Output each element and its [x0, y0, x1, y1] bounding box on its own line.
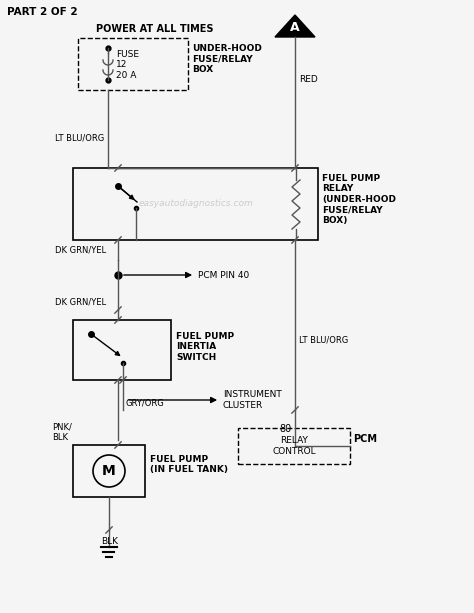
Bar: [73, 445, 145, 497]
Bar: [78, 38, 188, 90]
Text: FUSE
12
20 A: FUSE 12 20 A: [116, 50, 139, 80]
Text: 80: 80: [279, 424, 291, 434]
Text: INSTRUMENT
CLUSTER: INSTRUMENT CLUSTER: [223, 390, 282, 409]
Text: FUEL PUMP
INERTIA
SWITCH: FUEL PUMP INERTIA SWITCH: [176, 332, 234, 362]
Text: M: M: [102, 464, 116, 478]
Text: UNDER-HOOD
FUSE/RELAY
BOX: UNDER-HOOD FUSE/RELAY BOX: [192, 44, 262, 74]
Text: PCM PIN 40: PCM PIN 40: [198, 270, 249, 280]
Text: RED: RED: [299, 75, 318, 85]
Text: GRY/ORG: GRY/ORG: [126, 398, 165, 407]
Text: DK GRN/YEL: DK GRN/YEL: [55, 245, 106, 254]
Text: A: A: [290, 21, 300, 34]
Text: LT BLU/ORG: LT BLU/ORG: [299, 335, 348, 345]
Bar: [238, 428, 350, 464]
Text: POWER AT ALL TIMES: POWER AT ALL TIMES: [96, 24, 214, 34]
Text: DK GRN/YEL: DK GRN/YEL: [55, 297, 106, 306]
Text: FUEL PUMP
RELAY
(UNDER-HOOD
FUSE/RELAY
BOX): FUEL PUMP RELAY (UNDER-HOOD FUSE/RELAY B…: [322, 174, 396, 224]
Polygon shape: [275, 15, 315, 37]
Text: FUEL PUMP
(IN FUEL TANK): FUEL PUMP (IN FUEL TANK): [150, 455, 228, 474]
Text: PCM: PCM: [353, 434, 377, 444]
Bar: [73, 168, 318, 240]
Text: easyautodiagnostics.com: easyautodiagnostics.com: [138, 199, 253, 208]
Bar: [73, 320, 171, 380]
Text: BLK: BLK: [101, 537, 118, 546]
Text: PART 2 OF 2: PART 2 OF 2: [7, 7, 78, 17]
Text: PNK/
BLK: PNK/ BLK: [52, 422, 72, 442]
Text: RELAY
CONTROL: RELAY CONTROL: [272, 436, 316, 455]
Text: LT BLU/ORG: LT BLU/ORG: [55, 134, 104, 142]
